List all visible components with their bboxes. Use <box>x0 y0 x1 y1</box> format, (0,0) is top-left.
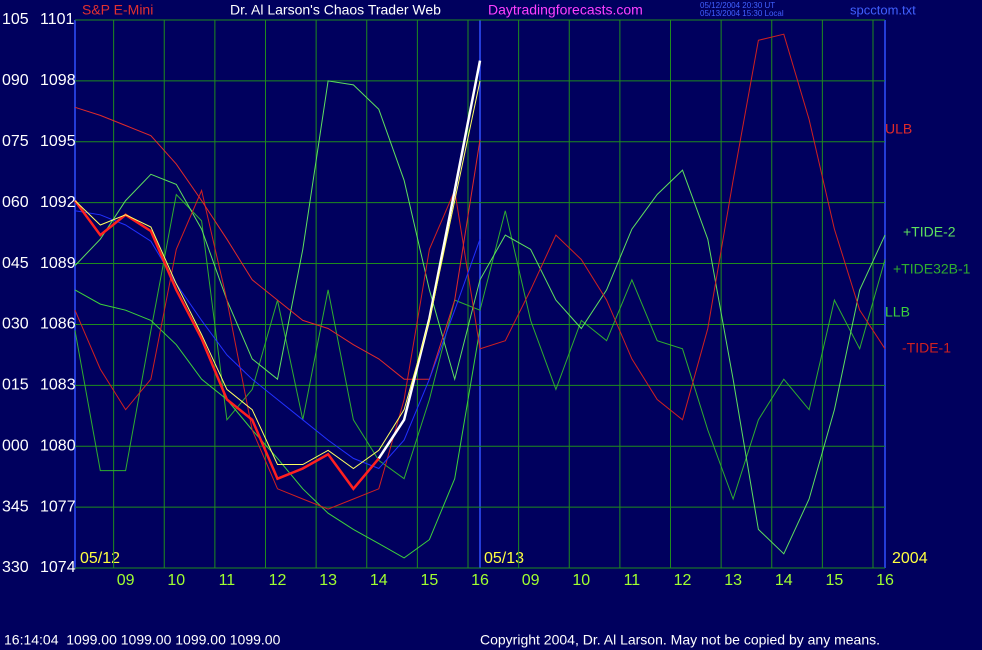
series-line <box>74 33 886 510</box>
x-tick-label: 16 <box>876 572 894 589</box>
x-tick-label: 12 <box>269 572 287 589</box>
y2-tick-label: 060 <box>2 194 29 211</box>
x-tick-label: 16 <box>471 572 489 589</box>
y-tick-label: 1077 <box>40 498 76 515</box>
x-tick-label: 14 <box>775 572 793 589</box>
x-tick-label: 15 <box>825 572 843 589</box>
series-line <box>74 289 481 559</box>
y2-tick-label: 045 <box>2 255 29 272</box>
series-line <box>74 80 481 470</box>
y2-tick-label: 075 <box>2 133 29 150</box>
series-label: +TIDE-2 <box>903 224 956 240</box>
y2-tick-label: 105 <box>2 11 29 28</box>
y2-tick-label: 330 <box>2 559 29 576</box>
x-tick-label: 10 <box>167 572 185 589</box>
y-tick-label: 1074 <box>40 559 76 576</box>
x-tick-label: 15 <box>420 572 438 589</box>
series-line <box>74 210 481 470</box>
date-label: 05/13 <box>484 550 524 567</box>
y-tick-label: 1101 <box>40 11 75 28</box>
file-name: spcctom.txt <box>850 2 916 17</box>
y-tick-label: 1089 <box>40 255 76 272</box>
y-tick-label: 1092 <box>40 194 76 211</box>
y-tick-label: 1083 <box>40 377 76 394</box>
y-tick-label: 1080 <box>40 437 76 454</box>
series-line <box>74 106 481 380</box>
series-label: -TIDE-1 <box>902 340 951 356</box>
timestamp: 05/13/2004 15:30 Local <box>700 9 784 18</box>
instrument: S&P E-Mini <box>82 2 153 18</box>
y-tick-label: 1098 <box>40 72 76 89</box>
y2-tick-label: 015 <box>2 377 29 394</box>
y2-tick-label: 000 <box>2 437 29 454</box>
y-tick-label: 1095 <box>40 133 76 150</box>
x-tick-label: 13 <box>319 572 337 589</box>
series-label: +TIDE32B-1 <box>893 261 971 277</box>
series-label: ULB <box>885 121 912 137</box>
x-tick-label: 11 <box>219 572 236 589</box>
timestamp: 05/12/2004 20:30 UT <box>700 1 775 10</box>
date-label: 2004 <box>892 550 928 567</box>
x-tick-label: 09 <box>117 572 135 589</box>
series-line <box>74 80 886 555</box>
series-line <box>74 193 886 501</box>
y2-tick-label: 345 <box>2 498 29 515</box>
date-label: 05/12 <box>80 550 120 567</box>
x-tick-label: 11 <box>624 572 641 589</box>
y2-tick-label: 030 <box>2 316 29 333</box>
x-tick-label: 13 <box>724 572 742 589</box>
x-tick-label: 14 <box>370 572 388 589</box>
x-tick-label: 10 <box>572 572 590 589</box>
copyright: Copyright 2004, Dr. Al Larson. May not b… <box>480 632 880 648</box>
chart-title: Dr. Al Larson's Chaos Trader Web <box>230 2 441 18</box>
x-tick-label: 09 <box>522 572 540 589</box>
series-line <box>73 199 380 491</box>
y-tick-label: 1086 <box>40 316 76 333</box>
status: 16:14:04 1099.00 1099.00 1099.00 1099.00 <box>4 632 281 648</box>
website: Daytradingforecasts.com <box>488 2 643 18</box>
y2-tick-label: 090 <box>2 72 29 89</box>
series-label: LLB <box>885 304 910 320</box>
x-tick-label: 12 <box>674 572 692 589</box>
